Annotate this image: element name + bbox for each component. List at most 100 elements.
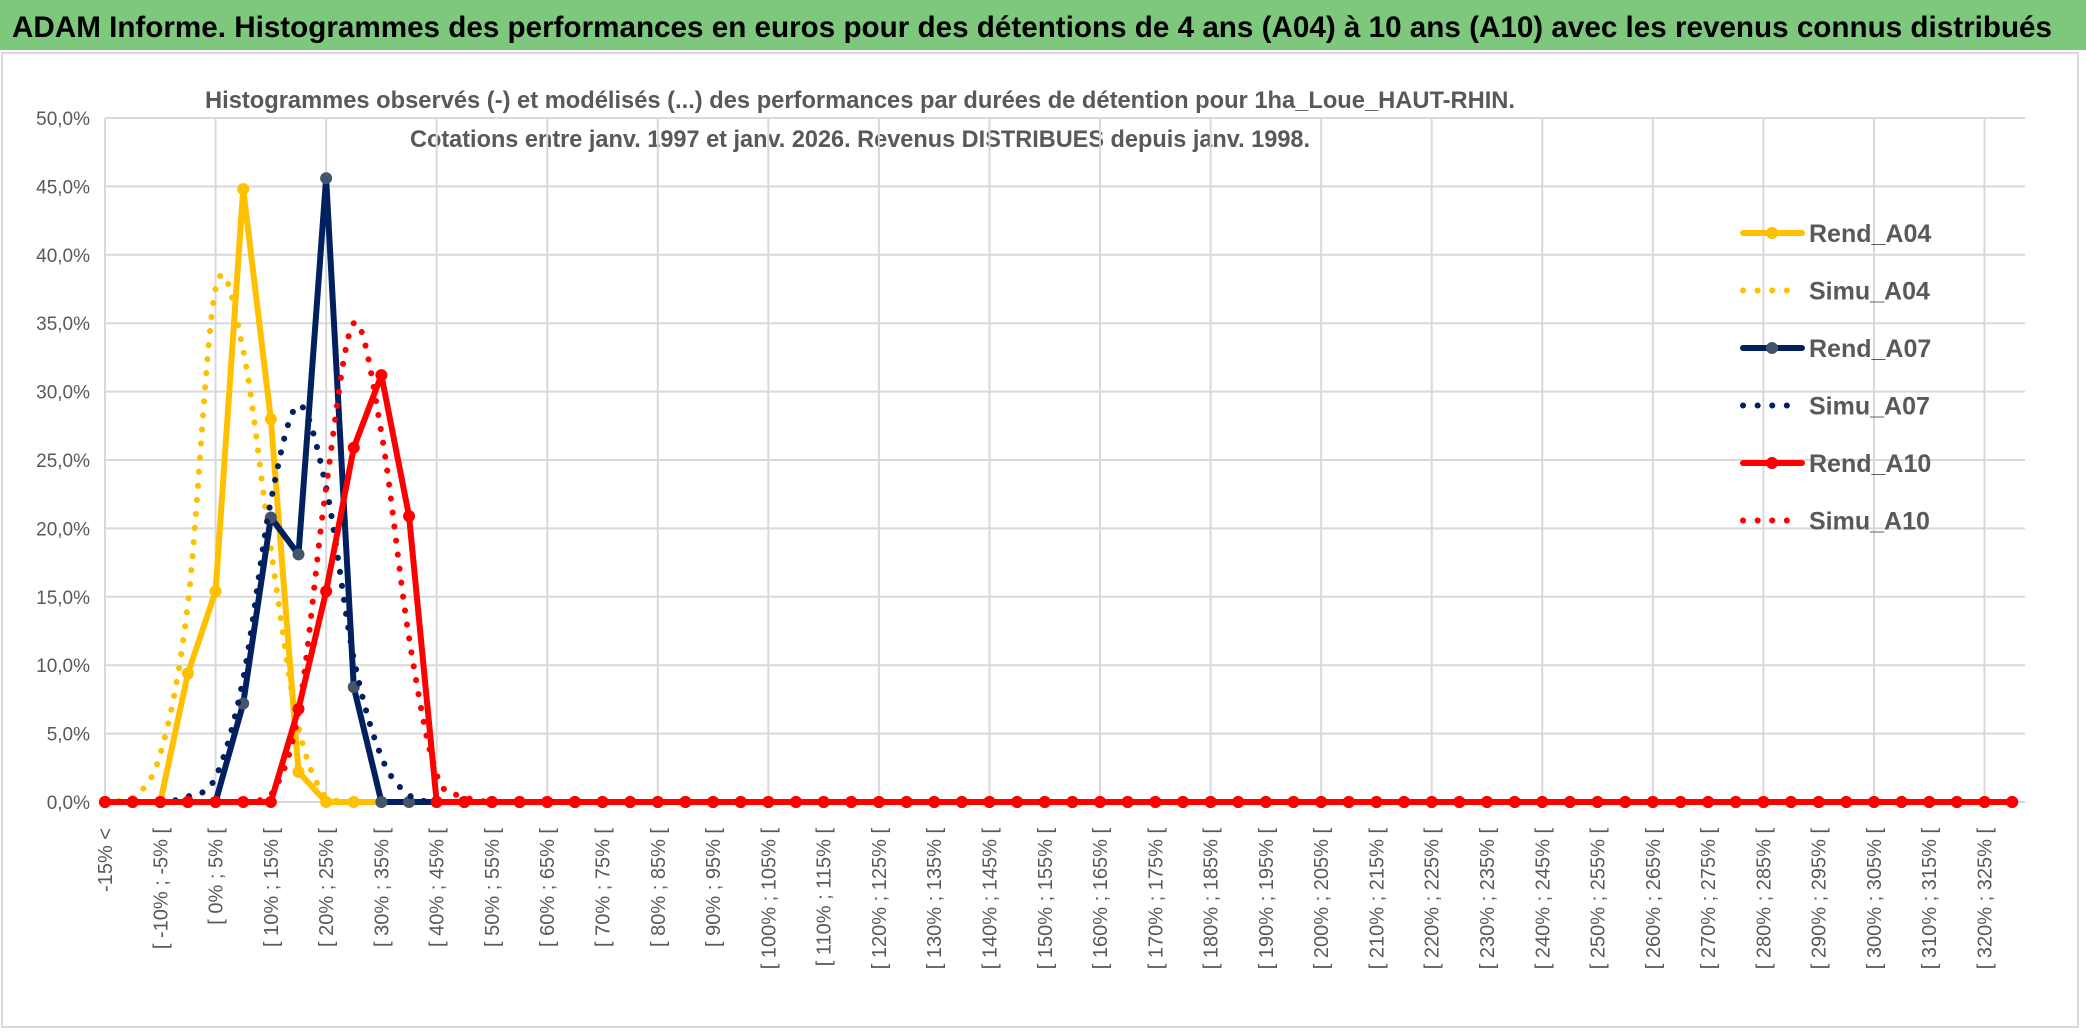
data-point — [403, 510, 416, 523]
data-point — [1315, 796, 1328, 808]
y-tick-label: 10,0% — [36, 656, 90, 677]
data-point — [1232, 796, 1245, 808]
data-point — [1066, 796, 1079, 808]
data-point — [347, 441, 360, 454]
data-point — [541, 796, 554, 808]
legend-item: Simu_A10 — [1740, 508, 1930, 536]
x-tick-label: [ 100% ; 105% [ — [758, 828, 780, 970]
data-point — [1950, 796, 1963, 808]
y-tick-label: 40,0% — [36, 246, 90, 267]
header-bar: ADAM Informe. Histogrammes des performan… — [0, 0, 2086, 50]
data-point — [320, 796, 333, 808]
y-tick-label: 0,0% — [47, 793, 90, 814]
header-background — [0, 0, 2086, 50]
legend-label: Rend_A07 — [1809, 335, 1931, 363]
x-tick-label: [ 280% ; 285% [ — [1753, 828, 1775, 970]
legend-item: Rend_A07 — [1740, 335, 1931, 363]
chart-title-line1: Histogrammes observés (-) et modélisés (… — [205, 87, 1515, 114]
x-tick-label: [ 220% ; 225% [ — [1422, 828, 1444, 970]
data-point — [403, 796, 416, 808]
data-point — [1342, 796, 1355, 808]
x-tick-label: [ 110% ; 115% [ — [814, 828, 836, 967]
gridlines — [104, 117, 2025, 803]
series-Simu_A10 — [102, 319, 2016, 805]
x-tick-label: [ -10% ; -5% [ — [150, 828, 172, 950]
data-point — [1287, 796, 1300, 808]
x-tick-label: [ 230% ; 235% [ — [1477, 828, 1499, 970]
data-point — [1121, 796, 1134, 808]
x-tick-label: [ 30% ; 35% [ — [371, 828, 393, 947]
data-point — [513, 796, 526, 808]
legend-item: Simu_A04 — [1740, 278, 1930, 306]
y-tick-label: 50,0% — [36, 109, 90, 130]
data-point — [1204, 796, 1217, 808]
y-tick-label: 15,0% — [36, 588, 90, 609]
x-tick-label: [ 320% ; 325% [ — [1975, 828, 1997, 970]
legend-label: Simu_A07 — [1809, 393, 1930, 421]
data-point — [596, 796, 609, 808]
y-tick-label: 30,0% — [36, 383, 90, 404]
data-point — [264, 796, 277, 808]
data-point — [2006, 796, 2019, 808]
data-point — [292, 765, 305, 778]
data-point — [320, 585, 333, 598]
data-point — [1978, 796, 1991, 808]
data-point — [1259, 796, 1272, 808]
data-point — [1840, 796, 1853, 808]
y-axis-ticks: 0,0% 5,0% 10,0% 15,0% 20,0% 25,0% 30,0% 35,0% 40… — [36, 109, 90, 814]
data-point — [734, 796, 747, 808]
series-line — [102, 319, 2016, 805]
x-tick-label: [ 160% ; 165% [ — [1090, 828, 1112, 970]
data-point — [264, 412, 277, 425]
data-point — [1757, 796, 1770, 808]
x-tick-label: [ 240% ; 245% [ — [1532, 828, 1554, 970]
data-point — [209, 585, 222, 598]
legend-label: Rend_A10 — [1809, 450, 1931, 478]
data-point — [1398, 796, 1411, 808]
legend-item: Simu_A07 — [1740, 393, 1930, 421]
y-tick-label: 5,0% — [47, 725, 90, 746]
data-point — [624, 796, 637, 808]
x-tick-label: [ 210% ; 215% [ — [1366, 828, 1388, 970]
legend: Rend_A04 Simu_A04 Rend_A07 Simu_A07 Rend_A10… — [1740, 220, 1931, 536]
header-title: ADAM Informe. Histogrammes des performan… — [12, 11, 2052, 44]
data-point — [1149, 796, 1162, 808]
legend-label: Simu_A10 — [1809, 508, 1930, 536]
x-tick-label: [ 170% ; 175% [ — [1145, 828, 1167, 970]
chart-border — [1, 52, 2079, 1028]
x-tick-label: [ 250% ; 255% [ — [1588, 828, 1610, 970]
chart-title-line2: Cotations entre janv. 1997 et janv. 2026… — [410, 126, 1310, 153]
x-tick-label: [ 290% ; 295% [ — [1809, 828, 1831, 970]
data-point — [320, 172, 333, 185]
legend-item: Rend_A04 — [1740, 220, 1931, 248]
x-tick-label: [ 190% ; 195% [ — [1256, 828, 1278, 970]
x-tick-label: [ 270% ; 275% [ — [1698, 828, 1720, 970]
data-point — [679, 796, 692, 808]
x-tick-label: [ 180% ; 185% [ — [1201, 828, 1223, 970]
data-point — [568, 796, 581, 808]
legend-marker — [1766, 342, 1778, 354]
x-tick-label: [ 60% ; 65% [ — [537, 828, 559, 947]
y-tick-label: 20,0% — [36, 519, 90, 540]
data-point — [375, 796, 388, 808]
x-tick-label: [ 80% ; 85% [ — [648, 828, 670, 947]
data-point — [651, 796, 664, 808]
x-tick-label: [ 260% ; 265% [ — [1643, 828, 1665, 970]
data-point — [1923, 796, 1936, 808]
legend-marker — [1766, 227, 1778, 239]
x-tick-label: [ 130% ; 135% [ — [924, 828, 946, 970]
data-point — [1867, 796, 1880, 808]
plot-area — [99, 172, 2019, 808]
x-tick-label: -15% < — [95, 828, 117, 892]
data-point — [292, 548, 305, 561]
x-tick-label: [ 70% ; 75% [ — [593, 828, 615, 947]
x-tick-label: [ 50% ; 55% [ — [482, 828, 504, 947]
x-tick-label: [ 20% ; 25% [ — [316, 828, 338, 947]
y-tick-label: 45,0% — [36, 177, 90, 198]
x-tick-label: [ 90% ; 95% [ — [703, 828, 725, 947]
x-tick-label: [ 150% ; 155% [ — [1035, 828, 1057, 970]
data-point — [237, 183, 250, 196]
data-point — [1895, 796, 1908, 808]
data-point — [292, 702, 305, 715]
